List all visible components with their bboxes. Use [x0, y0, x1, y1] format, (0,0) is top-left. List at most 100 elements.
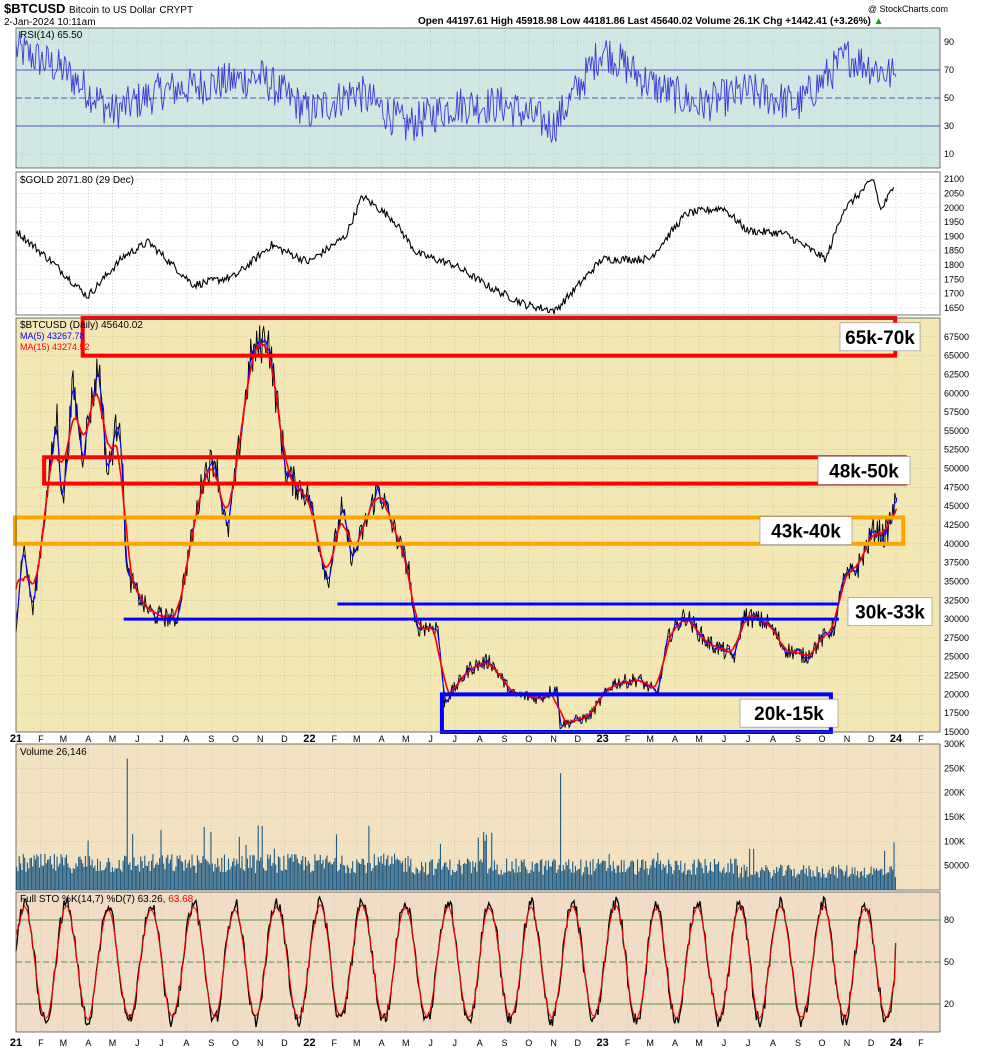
- volume-bar: [229, 869, 231, 890]
- x-axis-label: O: [525, 734, 532, 744]
- volume-bar: [226, 870, 228, 890]
- volume-bar: [844, 871, 846, 890]
- volume-bar: [423, 872, 425, 890]
- volume-bar: [296, 858, 298, 890]
- x-axis-label: A: [672, 1038, 678, 1048]
- volume-bar: [593, 870, 595, 890]
- price-y-tick-label: 25000: [944, 652, 969, 662]
- x-axis-label: A: [379, 734, 385, 744]
- volume-bar: [894, 877, 896, 890]
- volume-bar: [554, 860, 556, 890]
- volume-bar: [99, 861, 101, 890]
- volume-bar: [585, 860, 587, 890]
- volume-bar: [589, 861, 591, 890]
- volume-bar: [827, 872, 829, 890]
- volume-bar: [755, 871, 757, 890]
- volume-bar: [647, 874, 649, 890]
- rsi-y-tick-label: 10: [944, 149, 954, 159]
- volume-bar: [473, 866, 475, 890]
- volume-bar: [873, 868, 875, 890]
- volume-bar: [889, 866, 891, 890]
- volume-bar: [862, 875, 864, 890]
- volume-bar: [781, 865, 783, 890]
- volume-bar: [192, 865, 194, 890]
- volume-bar: [344, 865, 346, 890]
- watermark: @ StockCharts.com: [867, 4, 948, 14]
- volume-bar: [549, 866, 551, 890]
- volume-bar: [245, 844, 247, 890]
- volume-bar: [777, 871, 779, 890]
- volume-bar: [739, 873, 741, 890]
- x-axis-label: O: [232, 1038, 239, 1048]
- volume-bar: [92, 867, 95, 890]
- volume-bar: [169, 859, 171, 890]
- volume-bar: [851, 867, 853, 890]
- volume-bar: [584, 867, 586, 890]
- x-axis-label: 23: [597, 733, 609, 745]
- volume-bar: [546, 869, 548, 890]
- volume-bar: [310, 872, 312, 890]
- volume-bar: [890, 866, 892, 890]
- volume-bar: [329, 861, 331, 890]
- volume-bar: [252, 855, 254, 890]
- volume-bar: [701, 867, 703, 890]
- volume-bar: [835, 867, 837, 890]
- volume-bar: [705, 865, 707, 890]
- volume-bar: [439, 843, 441, 890]
- volume-bar: [118, 860, 120, 890]
- volume-bar: [723, 867, 725, 890]
- volume-bar: [848, 875, 851, 890]
- volume-bar: [362, 859, 365, 890]
- volume-bar: [438, 858, 440, 890]
- volume-bar: [273, 848, 275, 890]
- volume-bar: [857, 870, 859, 890]
- datetime: 2-Jan-2024 10:11am: [4, 17, 96, 28]
- x-axis-label: M: [353, 1038, 361, 1048]
- volume-bar: [290, 857, 292, 890]
- volume-bar: [149, 871, 151, 890]
- price-y-tick-label: 62500: [944, 369, 969, 379]
- volume-bar: [314, 854, 316, 890]
- x-axis-label: F: [38, 1038, 44, 1048]
- gold-line: [15, 179, 895, 315]
- volume-bar: [237, 863, 239, 890]
- volume-bar: [429, 861, 431, 890]
- volume-bar: [276, 872, 278, 890]
- x-axis-label: J: [746, 734, 751, 744]
- price-y-tick-label: 67500: [944, 332, 969, 342]
- volume-bar: [483, 831, 485, 890]
- volume-bar: [821, 868, 824, 890]
- volume-bar: [778, 867, 780, 890]
- price-y-tick-label: 15000: [944, 727, 969, 737]
- volume-bar: [516, 872, 518, 890]
- volume-bar: [707, 873, 709, 890]
- volume-bar: [322, 859, 324, 890]
- volume-bar: [151, 860, 153, 890]
- volume-bar: [303, 870, 305, 890]
- ohlc-readout: Open 44197.61 High 45918.98 Low 44181.86…: [418, 16, 884, 27]
- x-axis-label: D: [575, 1038, 582, 1048]
- volume-bar: [292, 861, 294, 890]
- volume-bar: [165, 858, 167, 890]
- volume-bar: [605, 870, 608, 890]
- volume-bar: [410, 858, 412, 890]
- volume-bar: [861, 871, 863, 890]
- x-axis-label: S: [208, 1038, 214, 1048]
- volume-bar: [847, 877, 849, 890]
- volume-bar: [260, 857, 262, 890]
- volume-bar: [743, 864, 745, 890]
- volume-bar: [645, 861, 647, 890]
- volume-bar: [400, 863, 402, 890]
- volume-bar: [443, 862, 446, 890]
- volume-bar: [728, 872, 730, 890]
- volume-bar: [113, 871, 115, 890]
- volume-bar: [352, 861, 354, 890]
- volume-bar: [799, 874, 801, 890]
- volume-bar: [71, 873, 73, 890]
- volume-bar: [369, 863, 371, 890]
- volume-bar: [641, 860, 643, 890]
- volume-bar: [261, 825, 263, 890]
- volume-bar: [222, 872, 224, 890]
- volume-bar: [674, 860, 676, 890]
- volume-bar: [753, 848, 755, 890]
